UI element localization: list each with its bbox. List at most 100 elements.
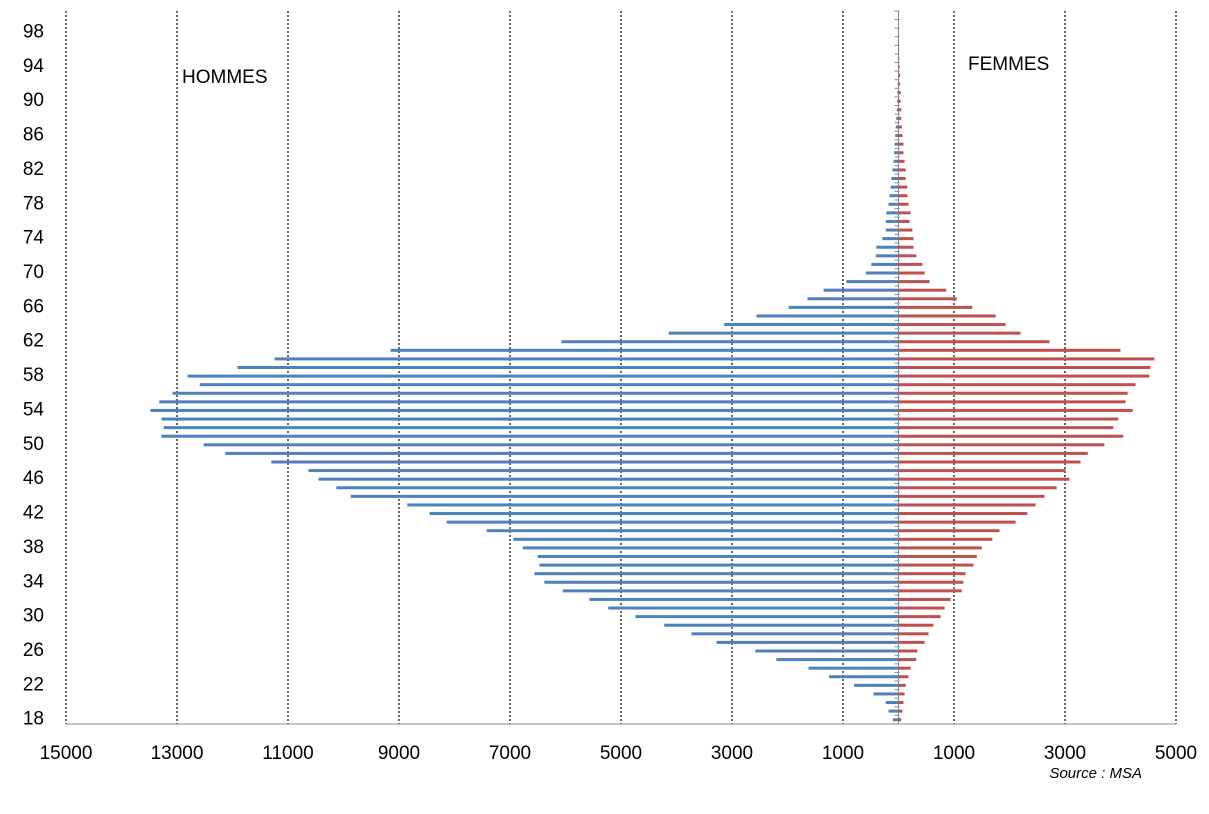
bar: [895, 125, 899, 129]
bar: [203, 443, 899, 447]
bar: [534, 572, 899, 576]
bar: [898, 357, 1155, 361]
x-tick-label: 3000: [711, 743, 753, 764]
bar: [898, 546, 982, 550]
bar: [873, 692, 899, 696]
bar: [898, 314, 996, 318]
bar: [898, 108, 902, 112]
x-tick-label: 15000: [40, 743, 93, 764]
bar: [898, 280, 930, 284]
bar: [898, 168, 906, 172]
bar: [522, 546, 899, 550]
bar: [898, 572, 966, 576]
bar: [537, 554, 899, 558]
bar: [898, 262, 923, 266]
y-tick-label: 58: [23, 365, 44, 386]
bar: [890, 185, 899, 189]
bar: [898, 692, 905, 696]
bar: [898, 709, 903, 713]
y-tick-label: 78: [23, 193, 44, 214]
bar: [407, 503, 899, 507]
source-note: Source : MSA: [1049, 765, 1142, 782]
bar: [889, 194, 899, 198]
bar: [875, 254, 899, 258]
bar: [898, 348, 1121, 352]
bar: [336, 486, 899, 490]
bar: [829, 675, 899, 679]
bar: [898, 288, 947, 292]
bar: [898, 632, 929, 636]
y-tick-label: 42: [23, 503, 44, 524]
bar: [895, 134, 899, 138]
bar: [898, 323, 1006, 327]
bar: [898, 718, 902, 722]
bar: [823, 288, 899, 292]
bar: [150, 408, 899, 412]
bar: [898, 297, 957, 301]
bar: [776, 658, 899, 662]
bar: [898, 211, 911, 215]
bar: [172, 391, 899, 395]
bar: [885, 228, 899, 232]
bar: [898, 649, 918, 653]
bar: [808, 666, 899, 670]
bar: [898, 305, 973, 309]
y-tick-label: 86: [23, 125, 44, 146]
y-tick-label: 90: [23, 90, 44, 111]
x-tick-label: 7000: [489, 743, 531, 764]
bar: [885, 219, 899, 223]
bar: [318, 477, 899, 481]
bar: [898, 400, 1126, 404]
bar: [898, 426, 1114, 430]
bar: [898, 151, 904, 155]
bar: [898, 597, 951, 601]
y-tick-label: 70: [23, 262, 44, 283]
bar: [608, 606, 899, 610]
x-tick-label: 3000: [1044, 743, 1086, 764]
bar: [898, 640, 925, 644]
bar: [163, 426, 899, 430]
bar: [865, 271, 899, 275]
bar: [898, 580, 964, 584]
bar: [898, 134, 903, 138]
bar: [898, 675, 909, 679]
series-label: HOMMES: [182, 67, 268, 88]
bar: [664, 623, 899, 627]
bar: [898, 202, 909, 206]
bar: [807, 297, 899, 301]
bar: [898, 185, 908, 189]
bar: [898, 245, 914, 249]
bar: [755, 649, 899, 653]
bar: [898, 271, 925, 275]
bar: [891, 177, 899, 181]
y-tick-label: 74: [23, 228, 45, 249]
bar: [894, 151, 899, 155]
bar: [896, 116, 899, 120]
bar: [898, 228, 913, 232]
bar: [898, 366, 1151, 369]
bar: [846, 280, 899, 284]
y-tick-label: 46: [23, 468, 44, 489]
bar: [898, 340, 1050, 344]
y-tick-label: 38: [23, 537, 44, 558]
x-tick-label: 1000: [822, 743, 864, 764]
bar: [871, 262, 899, 266]
series-label: FEMMES: [968, 54, 1049, 75]
bar: [894, 142, 899, 146]
bar: [898, 494, 1045, 498]
bar: [486, 529, 899, 533]
y-tick-label: 30: [23, 606, 44, 627]
bar: [898, 615, 941, 619]
bar: [898, 469, 1066, 473]
bar: [898, 477, 1070, 481]
bar: [898, 177, 906, 181]
bar: [898, 623, 934, 627]
bar: [898, 529, 1000, 533]
bar: [691, 632, 899, 636]
bar: [898, 374, 1150, 378]
bar: [898, 683, 906, 687]
bar: [898, 116, 902, 120]
bar: [898, 65, 900, 69]
bar: [886, 211, 899, 215]
